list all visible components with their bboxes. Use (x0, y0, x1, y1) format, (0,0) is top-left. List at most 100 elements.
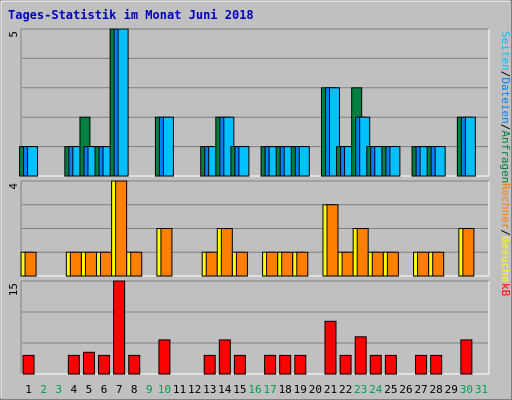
bar-seiten-21 (328, 87, 340, 177)
bar-rechner-undefined (84, 251, 97, 277)
x-tick-label-31: 31 (475, 383, 488, 396)
legend-entry: / (499, 71, 512, 78)
x-tick-label-13: 13 (203, 383, 216, 396)
bar-rechner-undefined (220, 228, 233, 277)
bar-kb-undefined (369, 354, 382, 375)
bar-kb-undefined (218, 339, 231, 375)
y-max-label: 15 (7, 283, 20, 296)
bar-kb-undefined (158, 339, 171, 375)
bar-kb-undefined (430, 354, 443, 375)
bar-rechner-undefined (326, 204, 339, 277)
bar-kb-undefined (354, 336, 367, 375)
bar-seiten-1 (27, 146, 39, 177)
bar-rechner-undefined (386, 251, 399, 277)
bar-kb-undefined (324, 320, 337, 375)
bar-rechner-undefined (24, 251, 37, 277)
bar-rechner-undefined (100, 251, 113, 277)
x-tick-label-20: 20 (309, 383, 322, 396)
x-tick-label-1: 1 (25, 383, 32, 396)
bar-kb-undefined (113, 280, 126, 375)
x-tick-label-21: 21 (324, 383, 337, 396)
bar-kb-undefined (384, 354, 397, 375)
bar-kb-undefined (203, 354, 216, 375)
legend-entry: kB (499, 283, 512, 297)
bar-kb-undefined (294, 354, 307, 375)
right-legend-label: kB (499, 283, 512, 297)
x-tick-label-4: 4 (71, 383, 78, 396)
x-tick-label-16: 16 (248, 383, 261, 396)
bar-rechner-undefined (356, 228, 369, 277)
bar-kb-undefined (128, 354, 141, 375)
bar-rechner-undefined (281, 251, 294, 277)
x-tick-label-11: 11 (173, 383, 186, 396)
bar-kb-undefined (67, 354, 80, 375)
bar-rechner-undefined (341, 251, 354, 277)
bar-kb-undefined (233, 354, 246, 375)
y-max-label: 4 (7, 183, 20, 190)
bar-seiten-25 (389, 146, 401, 177)
x-tick-label-19: 19 (294, 383, 307, 396)
bar-kb-undefined (22, 354, 35, 375)
bar-rechner-undefined (69, 251, 82, 277)
legend-entry: / (499, 124, 512, 131)
legend-entry: Anfragen (499, 130, 512, 183)
x-tick-label-26: 26 (399, 383, 412, 396)
legend-entry: Dateien (499, 77, 512, 123)
x-tick-label-10: 10 (158, 383, 171, 396)
x-tick-label-30: 30 (460, 383, 473, 396)
bar-seiten-28 (434, 146, 446, 177)
x-tick-label-7: 7 (116, 383, 123, 396)
x-tick-label-17: 17 (263, 383, 276, 396)
bar-kb-undefined (339, 354, 352, 375)
bar-rechner-undefined (130, 251, 143, 277)
panel-3: 15 kB (7, 280, 512, 375)
bar-rechner-undefined (432, 251, 445, 277)
x-tick-label-3: 3 (55, 383, 62, 396)
x-tick-label-25: 25 (384, 383, 397, 396)
panel-1: 5 Seiten/Dateien/Anfragen (7, 28, 512, 183)
bar-kb-undefined (460, 339, 473, 375)
x-tick-label-14: 14 (218, 383, 232, 396)
x-tick-label-22: 22 (339, 383, 352, 396)
bar-kb-undefined (279, 354, 292, 375)
bar-rechner-undefined (235, 251, 248, 277)
bar-rechner-undefined (115, 180, 128, 277)
bar-rechner-undefined (205, 251, 218, 277)
panel-2: 4 Rechner/Besuche (7, 180, 512, 282)
legend-entry: Rechner (499, 183, 512, 230)
legend-entry: Seiten (499, 31, 512, 71)
x-tick-label-29: 29 (445, 383, 458, 396)
bar-kb-undefined (264, 354, 277, 375)
x-tick-label-24: 24 (369, 383, 383, 396)
x-tick-label-5: 5 (86, 383, 93, 396)
bar-rechner-undefined (266, 251, 279, 277)
x-tick-label-9: 9 (146, 383, 153, 396)
y-max-label: 5 (7, 31, 20, 38)
x-tick-label-2: 2 (40, 383, 47, 396)
bar-kb-undefined (82, 351, 95, 375)
bar-seiten-19 (298, 146, 310, 177)
right-legend-label: Seiten/Dateien/Anfragen (499, 31, 512, 183)
legend-entry: Besuche (499, 236, 512, 282)
x-tick-label-15: 15 (233, 383, 246, 396)
bar-kb-undefined (98, 354, 111, 375)
x-tick-label-27: 27 (414, 383, 427, 396)
chart-title: Tages-Statistik im Monat Juni 2018 (8, 8, 254, 22)
bar-rechner-undefined (417, 251, 430, 277)
bar-seiten-10 (162, 116, 174, 177)
bar-seiten-7 (117, 28, 129, 177)
legend-entry: / (499, 229, 512, 236)
bar-kb-undefined (415, 354, 428, 375)
x-tick-label-18: 18 (279, 383, 292, 396)
bar-rechner-undefined (160, 228, 173, 277)
bar-rechner-undefined (462, 228, 475, 277)
x-tick-label-8: 8 (131, 383, 138, 396)
bar-seiten-30 (464, 116, 476, 177)
x-tick-label-28: 28 (430, 383, 443, 396)
bar-rechner-undefined (296, 251, 309, 277)
x-tick-label-6: 6 (101, 383, 108, 396)
x-tick-label-12: 12 (188, 383, 201, 396)
right-legend-label: Rechner/Besuche (499, 183, 512, 282)
bar-seiten-15 (238, 146, 250, 177)
